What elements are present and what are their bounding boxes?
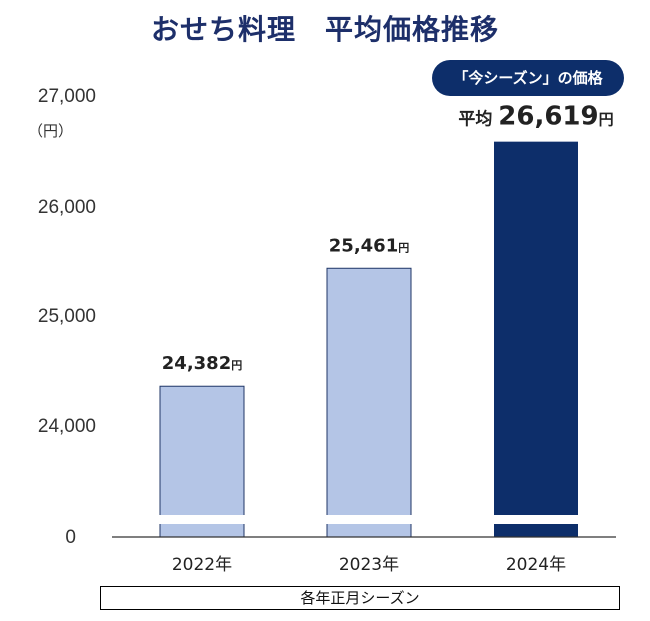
x-tick-label: 2024年 — [506, 555, 566, 575]
y-tick-label: 26,000 — [37, 197, 96, 218]
bar — [494, 141, 578, 537]
y-tick-label: 24,000 — [37, 416, 96, 437]
bar-value-label: 25,461円 — [329, 235, 409, 256]
y-tick-label: 0 — [65, 527, 76, 548]
y-tick-label: 27,000 — [37, 86, 96, 107]
chart-title: おせち料理 平均価格推移 — [150, 13, 499, 46]
current-season-badge: 「今シーズン」の価格 — [432, 60, 624, 96]
y-axis-unit: （円） — [28, 122, 74, 140]
bar-value-label: 24,382円 — [162, 353, 242, 374]
x-axis-caption: 各年正月シーズン — [100, 586, 620, 610]
bar-value-label: 平均 26,619円 — [458, 102, 613, 132]
axis-break — [100, 515, 620, 524]
x-tick-label: 2023年 — [339, 555, 399, 575]
y-tick-label: 25,000 — [37, 306, 96, 327]
x-tick-label: 2022年 — [172, 555, 232, 575]
bar — [159, 385, 245, 538]
bar — [326, 267, 412, 538]
